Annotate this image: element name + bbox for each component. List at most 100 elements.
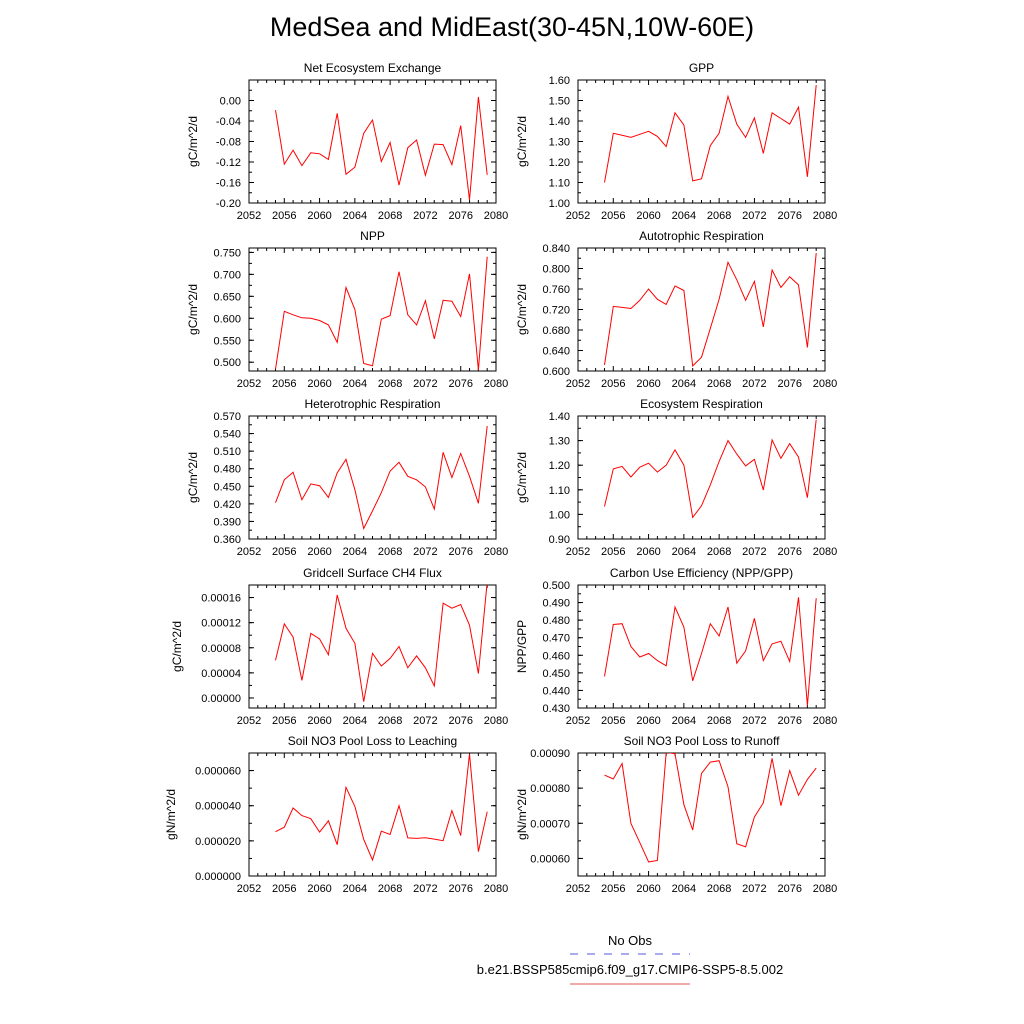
x-tick-label: 2056: [272, 210, 296, 222]
panel-title: Carbon Use Efficiency (NPP/GPP): [610, 566, 793, 580]
y-tick-label: 0.00090: [530, 748, 570, 760]
y-tick-label: -0.04: [216, 116, 241, 128]
plot-frame: [577, 752, 826, 877]
series-line: [275, 585, 488, 702]
y-tick-label: 0.800: [542, 264, 570, 276]
y-tick-label: 0.600: [213, 313, 241, 325]
series-line: [275, 753, 488, 862]
x-tick-label: 2068: [378, 378, 402, 390]
y-tick-label: 0.480: [542, 615, 570, 627]
y-tick-label: 0.680: [542, 325, 570, 337]
x-tick-label: 2052: [566, 883, 590, 895]
x-tick-label: 2072: [413, 378, 437, 390]
y-tick-label: 0.430: [542, 703, 570, 715]
y-tick-label: 0.840: [542, 243, 570, 255]
y-tick-label: 0.00012: [201, 618, 241, 630]
y-tick-label: 0.00004: [201, 668, 241, 680]
x-tick-label: 2064: [343, 378, 367, 390]
y-axis-label: gC/m^2/d: [515, 452, 529, 503]
x-tick-label: 2056: [601, 715, 625, 727]
x-tick-label: 2064: [672, 546, 696, 558]
y-tick-label: 1.40: [549, 116, 570, 128]
x-tick-label: 2080: [813, 210, 837, 222]
y-tick-label: 0.540: [213, 429, 241, 441]
panel-5: 2052 2056 2060 2064 2068 2072 2076 2080 0.90 1.00…: [515, 397, 837, 558]
x-tick-label: 2072: [742, 715, 766, 727]
y-tick-label: 1.60: [549, 75, 570, 87]
series-line: [275, 256, 488, 371]
y-tick-label: 1.20: [549, 460, 570, 472]
panel-title: Soil NO3 Pool Loss to Leaching: [288, 734, 457, 748]
x-tick-label: 2064: [672, 210, 696, 222]
series-line: [604, 753, 817, 863]
x-tick-label: 2072: [742, 546, 766, 558]
y-tick-label: 0.600: [542, 366, 570, 378]
x-tick-label: 2052: [566, 210, 590, 222]
x-tick-label: 2060: [636, 883, 660, 895]
plot-frame: [248, 415, 497, 540]
panel-title: NPP: [360, 229, 385, 243]
x-tick-label: 2076: [448, 883, 472, 895]
panel-9: 2052 2056 2060 2064 2068 2072 2076 2080 0.00060 0…: [515, 734, 837, 895]
legend-no-obs-label: No Obs: [607, 933, 653, 948]
x-tick-label: 2060: [307, 210, 331, 222]
x-tick-label: 2072: [742, 378, 766, 390]
y-tick-label: 0.570: [213, 411, 241, 423]
y-tick-label: 1.30: [549, 137, 570, 149]
y-axis-label: gC/m^2/d: [186, 116, 200, 167]
x-tick-label: 2068: [378, 210, 402, 222]
x-tick-label: 2060: [636, 210, 660, 222]
y-tick-label: 0.450: [213, 481, 241, 493]
x-tick-label: 2060: [636, 715, 660, 727]
x-tick-label: 2080: [484, 210, 508, 222]
y-axis-label: gC/m^2/d: [186, 452, 200, 503]
y-tick-label: 0.00080: [530, 783, 570, 795]
y-tick-label: 0.00: [220, 96, 241, 108]
y-tick-label: 0.450: [542, 668, 570, 680]
x-tick-label: 2052: [237, 546, 261, 558]
x-tick-label: 2064: [672, 883, 696, 895]
y-tick-label: 1.00: [549, 198, 570, 210]
x-tick-label: 2076: [777, 883, 801, 895]
x-tick-label: 2060: [636, 546, 660, 558]
y-tick-label: 0.470: [542, 633, 570, 645]
x-tick-label: 2076: [777, 378, 801, 390]
y-tick-label: 0.650: [213, 291, 241, 303]
y-tick-label: 0.720: [542, 305, 570, 317]
y-tick-label: -0.08: [216, 137, 241, 149]
x-tick-label: 2072: [742, 210, 766, 222]
panel-title: Heterotrophic Respiration: [304, 397, 440, 411]
y-tick-label: 0.00016: [201, 593, 241, 605]
x-tick-label: 2080: [484, 546, 508, 558]
x-tick-label: 2056: [601, 210, 625, 222]
x-tick-label: 2068: [378, 715, 402, 727]
x-tick-label: 2080: [813, 378, 837, 390]
x-tick-label: 2072: [742, 883, 766, 895]
y-tick-label: 0.760: [542, 284, 570, 296]
y-axis-label: NPP/GPP: [515, 620, 529, 673]
y-tick-label: -0.12: [216, 157, 241, 169]
plot-frame: [248, 752, 497, 877]
x-tick-label: 2052: [566, 715, 590, 727]
panel-title: Net Ecosystem Exchange: [304, 61, 442, 75]
x-tick-label: 2056: [272, 883, 296, 895]
x-tick-label: 2064: [343, 546, 367, 558]
y-tick-label: 0.640: [542, 346, 570, 358]
y-tick-label: 0.460: [542, 650, 570, 662]
x-tick-label: 2076: [448, 210, 472, 222]
x-tick-label: 2072: [413, 883, 437, 895]
x-tick-label: 2056: [601, 883, 625, 895]
y-tick-label: 0.420: [213, 499, 241, 511]
series-line: [604, 419, 817, 519]
panel-title: GPP: [689, 61, 714, 75]
x-tick-label: 2052: [237, 715, 261, 727]
x-tick-label: 2060: [307, 715, 331, 727]
x-tick-label: 2068: [378, 883, 402, 895]
x-tick-label: 2080: [484, 715, 508, 727]
panel-7: 2052 2056 2060 2064 2068 2072 2076 2080 0.430 0.4…: [515, 566, 837, 727]
main-title: MedSea and MidEast(30-45N,10W-60E): [269, 12, 755, 42]
x-tick-label: 2080: [813, 546, 837, 558]
x-tick-label: 2080: [813, 715, 837, 727]
panel-4: 2052 2056 2060 2064 2068 2072 2076 2080 0.360 0.3…: [186, 397, 508, 558]
